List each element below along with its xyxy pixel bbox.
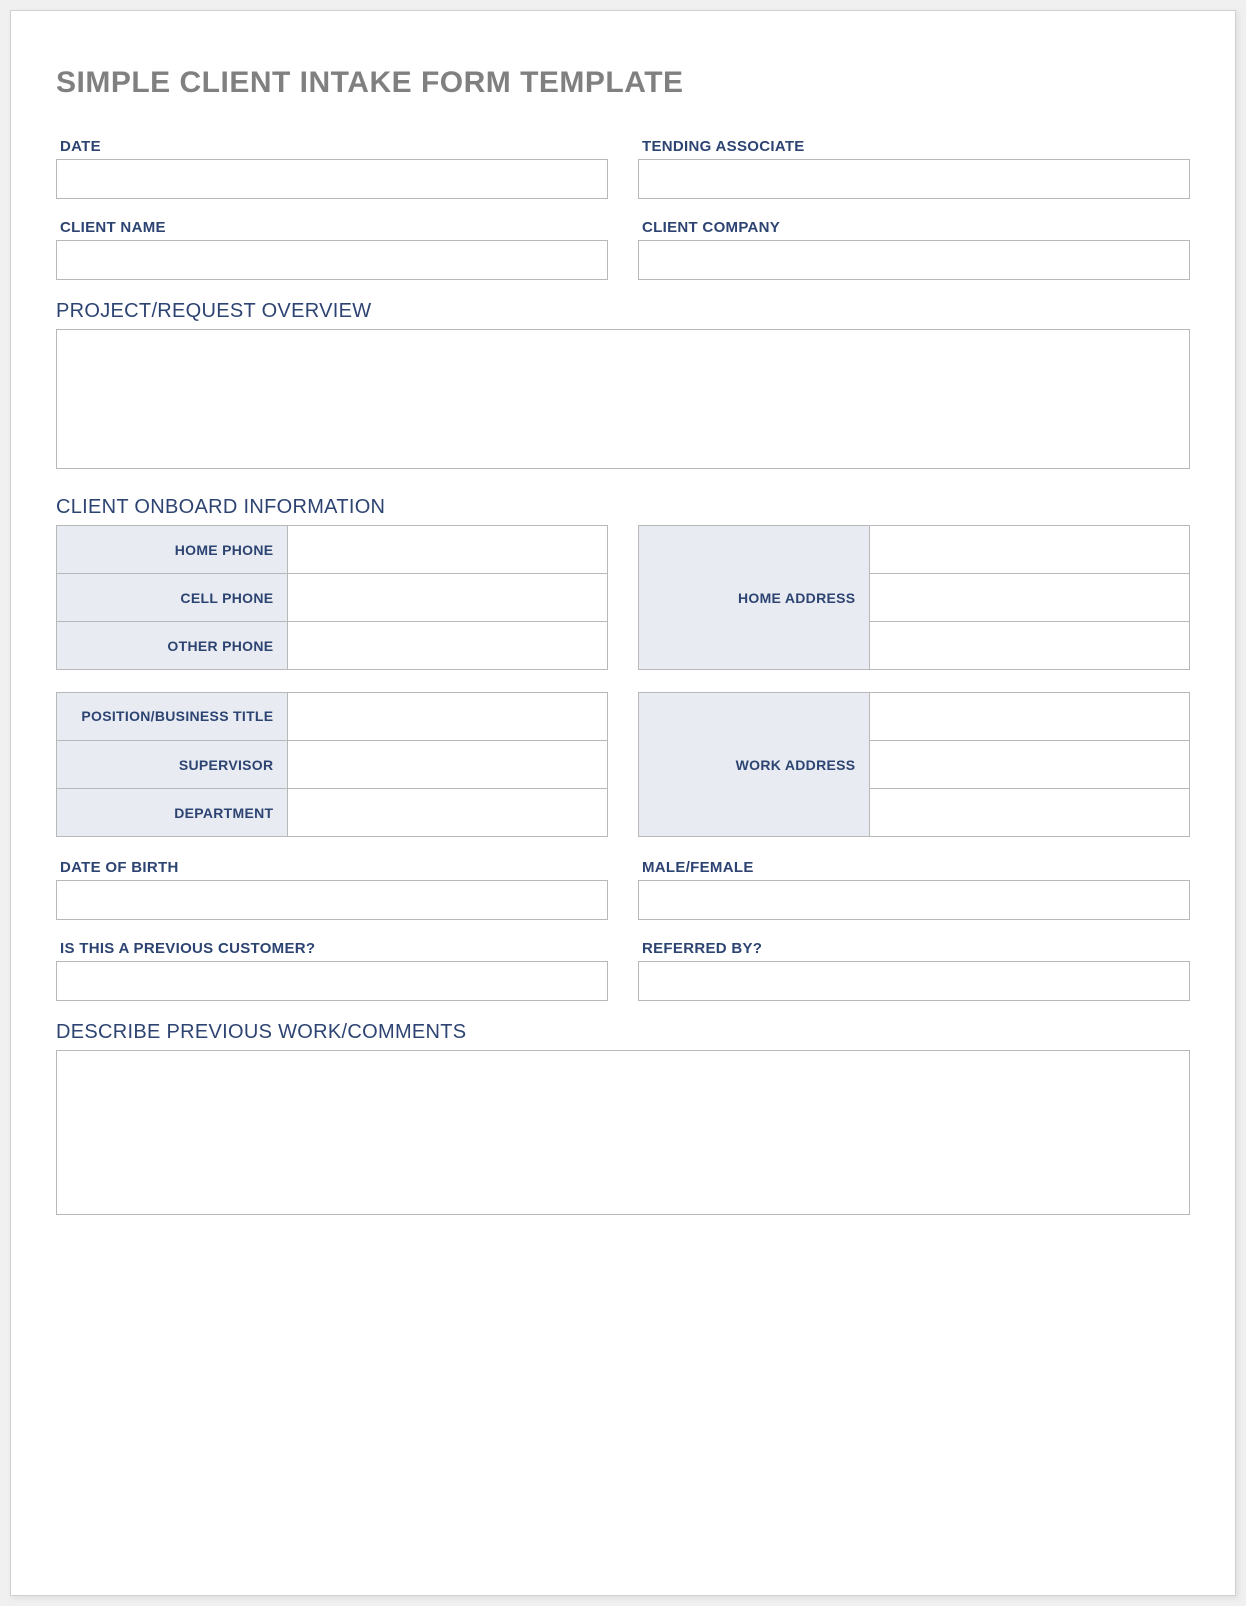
label-position-title: POSITION/BUSINESS TITLE bbox=[57, 693, 288, 741]
input-tending-associate[interactable] bbox=[638, 159, 1190, 199]
row-position-workaddr: POSITION/BUSINESS TITLE SUPERVISOR DEPAR… bbox=[56, 692, 1190, 837]
input-other-phone[interactable] bbox=[288, 622, 607, 669]
input-project-overview[interactable] bbox=[56, 329, 1190, 469]
input-home-address-1[interactable] bbox=[870, 526, 1189, 573]
label-tending-associate: TENDING ASSOCIATE bbox=[638, 138, 1190, 155]
label-date: DATE bbox=[56, 138, 608, 155]
label-referred-by: REFERRED BY? bbox=[638, 940, 1190, 957]
input-dob[interactable] bbox=[56, 880, 608, 920]
input-gender[interactable] bbox=[638, 880, 1190, 920]
input-client-company[interactable] bbox=[638, 240, 1190, 280]
input-position-title[interactable] bbox=[288, 693, 607, 740]
label-other-phone: OTHER PHONE bbox=[57, 622, 288, 670]
input-work-address-1[interactable] bbox=[870, 693, 1189, 740]
label-onboard-heading: CLIENT ONBOARD INFORMATION bbox=[56, 496, 1190, 519]
table-phones: HOME PHONE CELL PHONE OTHER PHONE bbox=[56, 525, 608, 670]
input-client-name[interactable] bbox=[56, 240, 608, 280]
input-date[interactable] bbox=[56, 159, 608, 199]
label-dob: DATE OF BIRTH bbox=[56, 859, 608, 876]
input-home-address-2[interactable] bbox=[870, 574, 1189, 621]
row-dob-gender: DATE OF BIRTH MALE/FEMALE bbox=[56, 859, 1190, 920]
input-referred-by[interactable] bbox=[638, 961, 1190, 1001]
label-supervisor: SUPERVISOR bbox=[57, 741, 288, 789]
table-home-address: HOME ADDRESS bbox=[638, 525, 1190, 670]
label-previous-customer: IS THIS A PREVIOUS CUSTOMER? bbox=[56, 940, 608, 957]
label-cell-phone: CELL PHONE bbox=[57, 574, 288, 622]
label-gender: MALE/FEMALE bbox=[638, 859, 1190, 876]
input-previous-customer[interactable] bbox=[56, 961, 608, 1001]
row-phones-homeaddr: HOME PHONE CELL PHONE OTHER PHONE HOME A… bbox=[56, 525, 1190, 670]
input-department[interactable] bbox=[288, 789, 607, 836]
label-work-address: WORK ADDRESS bbox=[639, 693, 870, 837]
row-date-associate: DATE TENDING ASSOCIATE bbox=[56, 138, 1190, 199]
input-supervisor[interactable] bbox=[288, 741, 607, 788]
input-previous-work[interactable] bbox=[56, 1050, 1190, 1215]
input-home-address-3[interactable] bbox=[870, 622, 1189, 669]
label-client-company: CLIENT COMPANY bbox=[638, 219, 1190, 236]
input-cell-phone[interactable] bbox=[288, 574, 607, 621]
label-department: DEPARTMENT bbox=[57, 789, 288, 837]
table-position: POSITION/BUSINESS TITLE SUPERVISOR DEPAR… bbox=[56, 692, 608, 837]
input-work-address-2[interactable] bbox=[870, 741, 1189, 788]
row-client: CLIENT NAME CLIENT COMPANY bbox=[56, 219, 1190, 280]
input-home-phone[interactable] bbox=[288, 526, 607, 573]
label-home-phone: HOME PHONE bbox=[57, 526, 288, 574]
table-work-address: WORK ADDRESS bbox=[638, 692, 1190, 837]
page-title: SIMPLE CLIENT INTAKE FORM TEMPLATE bbox=[56, 66, 1190, 100]
label-home-address: HOME ADDRESS bbox=[639, 526, 870, 670]
row-prev-referred: IS THIS A PREVIOUS CUSTOMER? REFERRED BY… bbox=[56, 940, 1190, 1001]
label-previous-work: DESCRIBE PREVIOUS WORK/COMMENTS bbox=[56, 1021, 1190, 1044]
label-project-overview: PROJECT/REQUEST OVERVIEW bbox=[56, 300, 1190, 323]
label-client-name: CLIENT NAME bbox=[56, 219, 608, 236]
input-work-address-3[interactable] bbox=[870, 789, 1189, 836]
form-page: SIMPLE CLIENT INTAKE FORM TEMPLATE DATE … bbox=[10, 10, 1236, 1596]
